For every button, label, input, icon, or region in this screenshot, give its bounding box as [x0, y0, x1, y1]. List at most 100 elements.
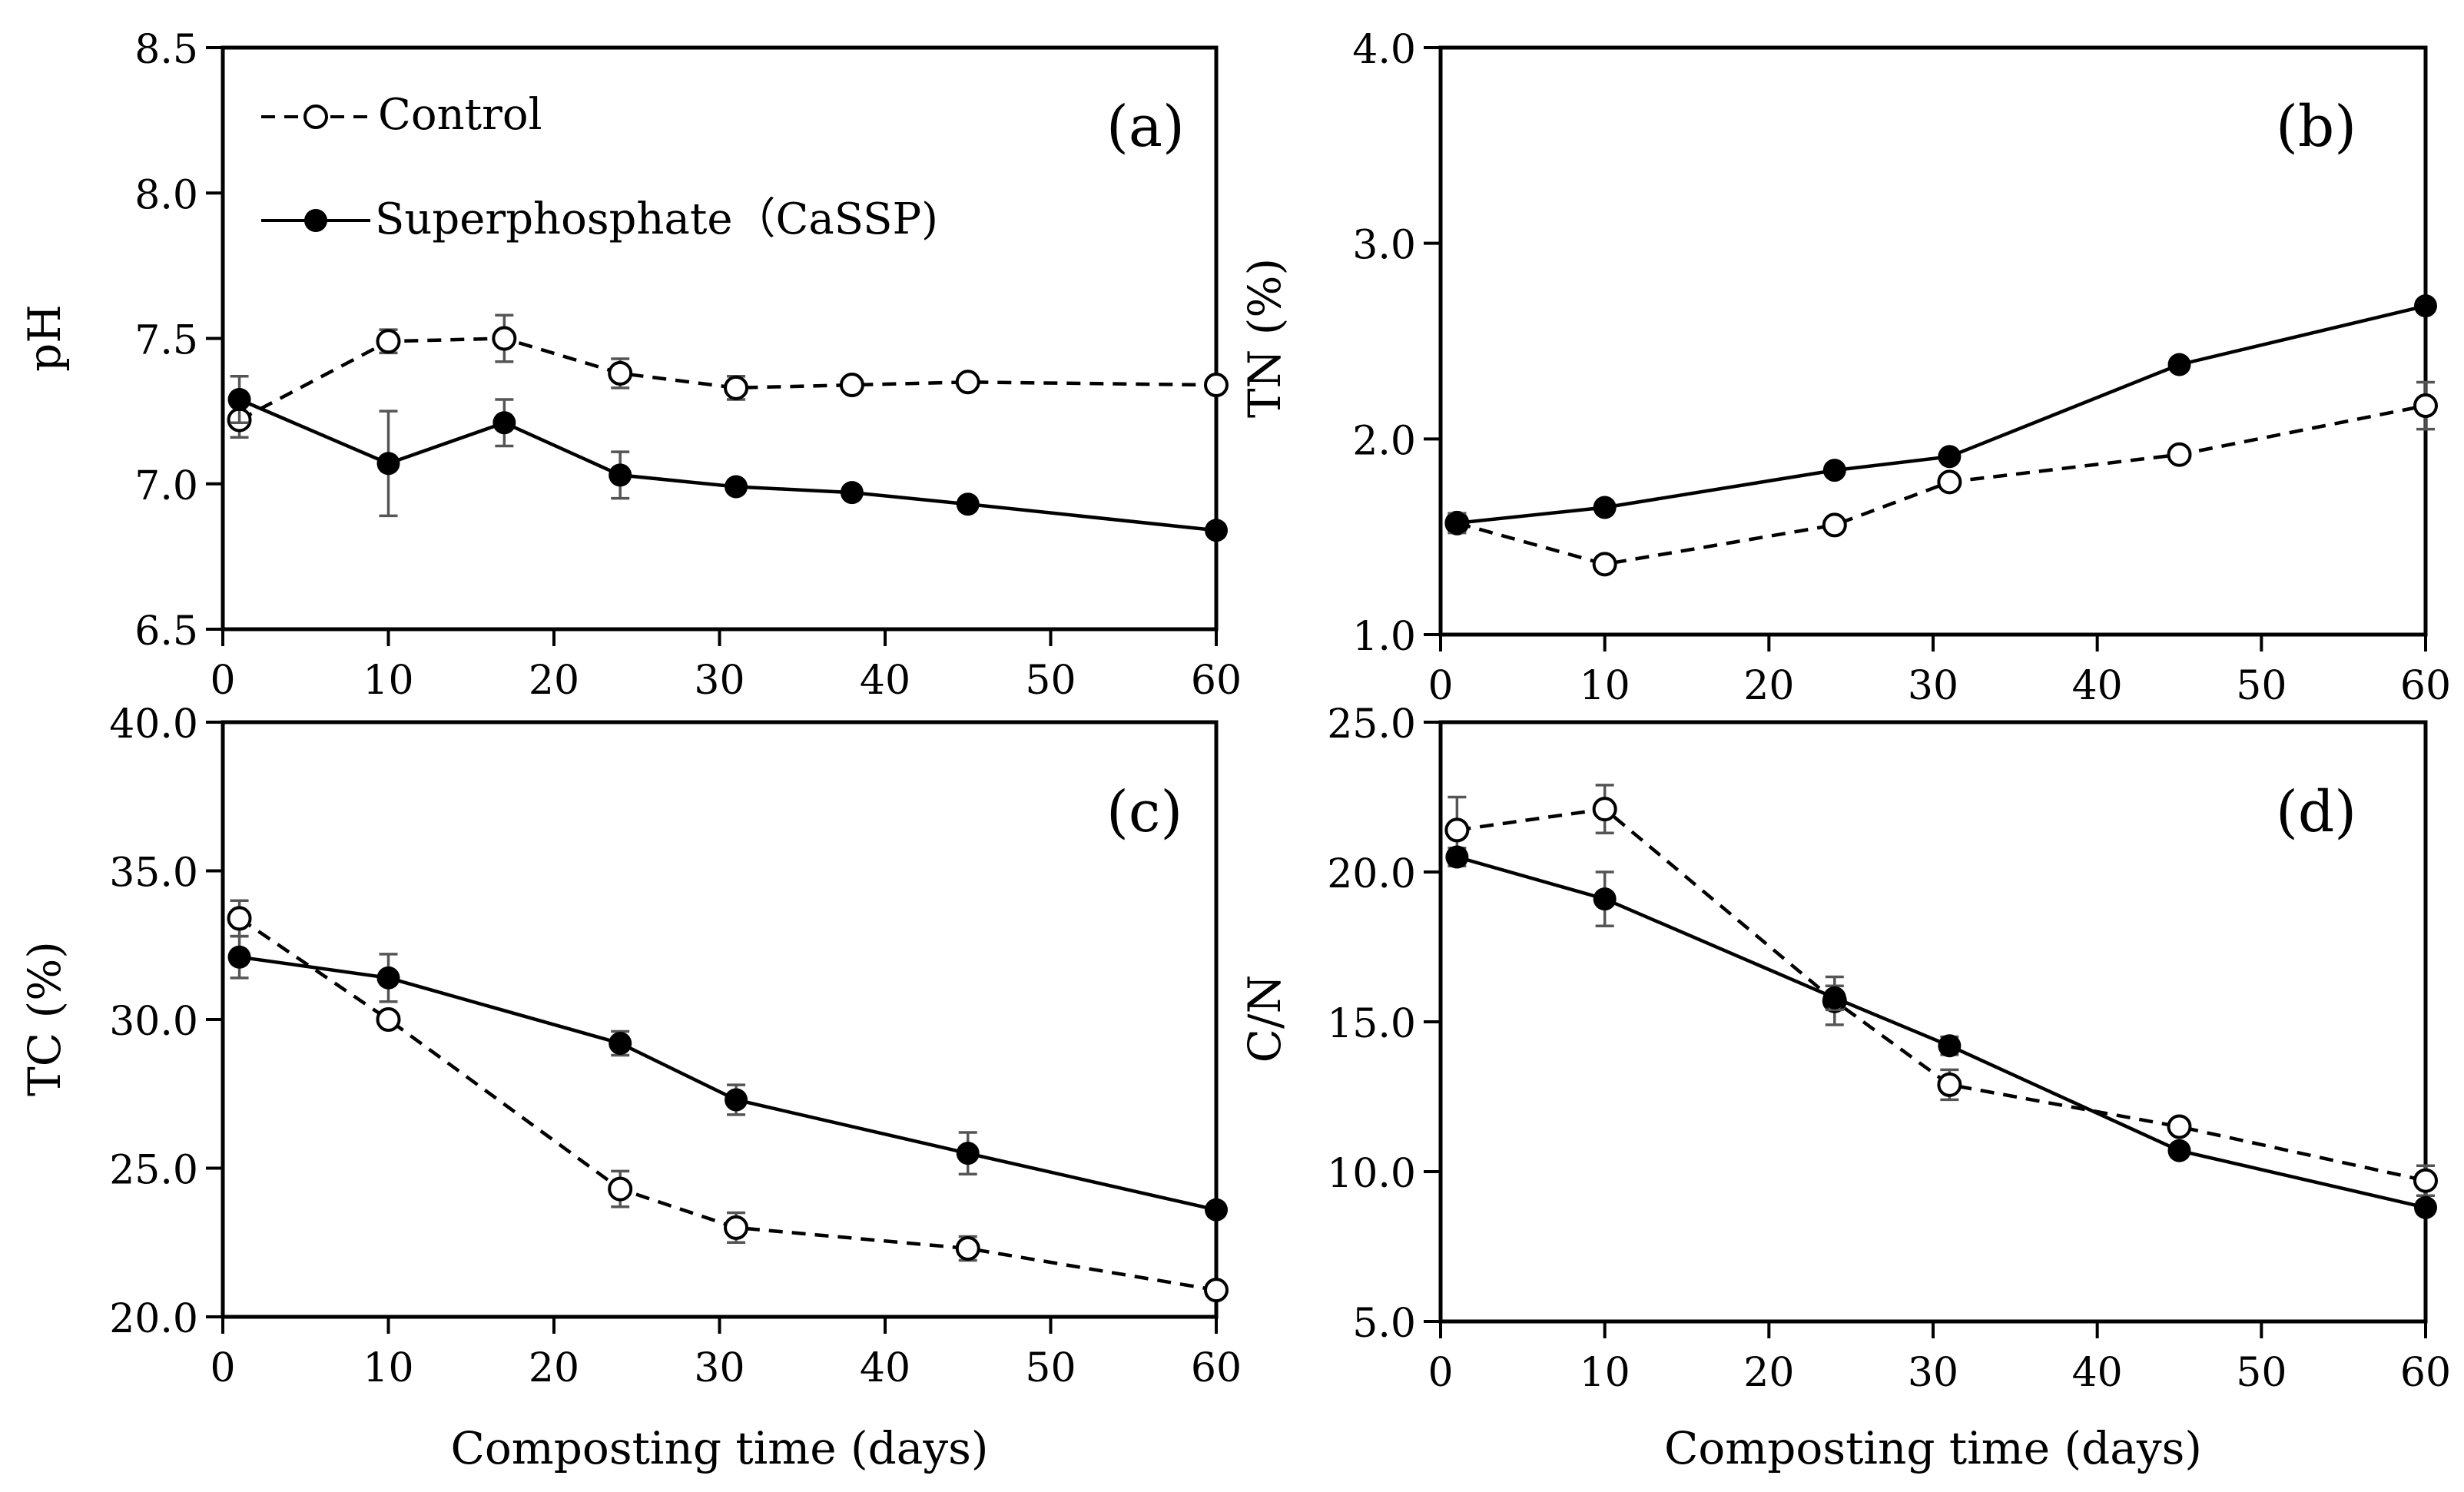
data-point: [1593, 496, 1617, 519]
data-point: [1938, 1034, 1962, 1058]
data-point: [724, 375, 749, 400]
data-point: [724, 1215, 749, 1240]
x-tick-label: 30: [694, 1345, 745, 1391]
series-line: [239, 955, 1217, 1212]
panel-label: (b): [2276, 94, 2356, 160]
y-tick-label: 5.0: [1352, 1301, 1416, 1347]
x-tick-label: 10: [1580, 663, 1630, 709]
series-cassp: [1445, 845, 2437, 1219]
series-line: [238, 917, 1217, 1292]
x-tick-label: 50: [1025, 658, 1076, 704]
x-tick-label: 0: [210, 1345, 235, 1391]
y-tick-label: 30.0: [109, 999, 198, 1045]
data-point: [1938, 445, 1962, 469]
data-point: [1444, 817, 1470, 843]
data-point: [840, 481, 864, 505]
data-point: [1937, 469, 1962, 495]
x-tick-label: 50: [1025, 1345, 1076, 1391]
chart-panel-3: 20.0 25.0 30.0 35.0 40.0 0 10 20 30 40 50 60 TC (%) C…: [18, 701, 1242, 1474]
data-point: [956, 1142, 980, 1165]
data-point: [725, 1088, 748, 1112]
data-point: [1937, 1072, 1962, 1097]
data-point: [2414, 294, 2437, 318]
series-line: [1457, 807, 2426, 1182]
y-tick-label: 10.0: [1327, 1151, 1416, 1197]
y-tick-label: 20.0: [109, 1296, 198, 1342]
panel-label: (a): [1106, 94, 1185, 160]
data-point: [1822, 986, 1846, 1010]
x-tick-label: 20: [529, 658, 579, 704]
data-point: [955, 1235, 980, 1261]
series-line: [238, 337, 1217, 422]
x-tick-label: 50: [2236, 663, 2287, 709]
series-control: [227, 313, 1229, 439]
x-tick-label: 60: [2400, 663, 2451, 709]
y-tick-label: 2.0: [1352, 418, 1416, 464]
data-point: [227, 945, 251, 969]
data-point: [2167, 1139, 2191, 1162]
y-axis-label: pH: [18, 304, 71, 372]
y-tick-label: 35.0: [109, 850, 198, 897]
y-tick-label: 7.5: [134, 318, 198, 364]
panel-label: (c): [1106, 779, 1182, 845]
x-tick-label: 30: [1908, 663, 1958, 709]
x-tick-label: 10: [1580, 1350, 1630, 1396]
x-tick-label: 60: [1191, 658, 1242, 704]
plot-frame: [221, 720, 1219, 1319]
y-tick-label: 6.5: [134, 608, 198, 655]
x-tick-label: 40: [860, 1345, 910, 1391]
x-axis-label: Composting time (days): [1664, 1422, 2202, 1474]
data-point: [1593, 887, 1617, 911]
data-point: [227, 906, 252, 931]
y-tick-label: 1.0: [1352, 614, 1416, 660]
series-control: [1444, 784, 2438, 1197]
series-control: [227, 899, 1229, 1303]
x-tick-label: 60: [2400, 1350, 2451, 1396]
x-tick-label: 40: [2072, 1350, 2123, 1396]
data-point: [1205, 1198, 1228, 1222]
data-point: [609, 463, 632, 487]
legend: Control Superphosphate（CaSSP): [261, 90, 938, 244]
data-point: [1204, 373, 1229, 398]
data-point: [1205, 519, 1228, 542]
x-tick-label: 60: [1191, 1345, 1242, 1391]
legend-control-label: Control: [378, 90, 542, 140]
data-point: [376, 452, 400, 476]
x-tick-label: 20: [529, 1345, 579, 1391]
x-tick-label: 30: [1908, 1350, 1958, 1396]
data-point: [1822, 512, 1847, 538]
legend-control-marker: [303, 104, 328, 129]
data-point: [1592, 552, 1617, 577]
data-point: [839, 373, 864, 398]
series-cassp: [1445, 294, 2437, 535]
data-point: [2413, 393, 2438, 419]
data-point: [1592, 797, 1617, 822]
data-point: [2414, 1195, 2437, 1219]
y-tick-label: 25.0: [1327, 701, 1416, 748]
data-point: [376, 1007, 401, 1032]
y-tick-label: 25.0: [109, 1148, 198, 1194]
y-tick-label: 8.5: [134, 27, 198, 73]
x-tick-label: 40: [2072, 663, 2123, 709]
x-tick-label: 0: [210, 658, 235, 704]
data-point: [956, 492, 980, 516]
y-tick-label: 8.0: [134, 172, 198, 218]
data-point: [227, 387, 251, 411]
series-cassp: [227, 934, 1228, 1222]
y-axis-label: TC (%): [18, 941, 71, 1096]
data-point: [2167, 442, 2192, 467]
chart-panel-2: 1.0 2.0 3.0 4.0 0 10 20 30 40 50 60 TN (%) (b): [1239, 27, 2451, 709]
data-point: [608, 1176, 633, 1202]
data-point: [2413, 1168, 2438, 1193]
y-tick-label: 4.0: [1352, 27, 1416, 73]
legend-cassp-label: Superphosphate（CaSSP): [375, 194, 938, 244]
x-tick-label: 0: [1428, 1350, 1453, 1396]
data-point: [609, 1031, 632, 1055]
y-axis-label: C/N: [1239, 975, 1291, 1063]
series-line: [1456, 855, 2426, 1209]
x-tick-label: 40: [860, 658, 910, 704]
series-line: [1456, 403, 2426, 566]
x-tick-label: 0: [1428, 663, 1453, 709]
data-point: [725, 475, 748, 499]
chart-panel-4: 5.0 10.0 15.0 20.0 25.0 0 10 20 30 40 50 60 C/N Compo…: [1239, 701, 2451, 1474]
